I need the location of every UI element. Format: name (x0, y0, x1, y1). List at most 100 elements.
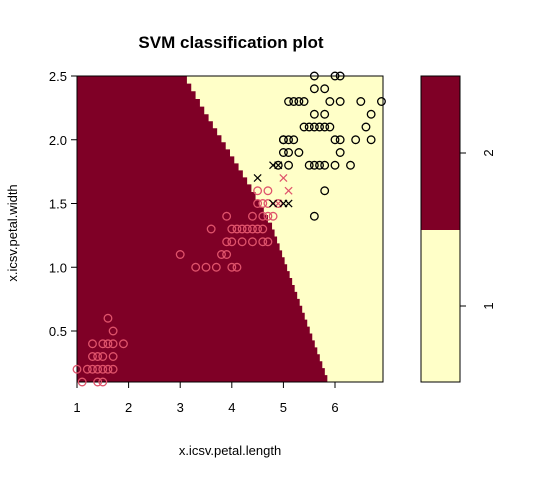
x-axis-label: x.icsv.petal.length (179, 443, 281, 458)
plot-layer (76, 75, 384, 383)
data-point-class-2 (273, 160, 283, 170)
data-point-class-1 (98, 364, 108, 374)
data-point-class-2 (335, 135, 345, 145)
data-point-class-1 (108, 326, 118, 336)
data-point-class-1 (253, 224, 263, 234)
y-tick-label: 1.5 (49, 197, 67, 212)
x-tick-label: 6 (331, 400, 338, 415)
x-axis-ticks: 1 2 3 4 5 6 (73, 381, 339, 415)
data-point-class-2 (278, 148, 288, 157)
data-point-class-1 (72, 364, 82, 374)
data-point-class-1-support-vector (279, 173, 288, 183)
data-point-class-2 (356, 97, 366, 106)
data-point-class-2 (278, 135, 288, 145)
points-layer (72, 71, 386, 387)
data-point-class-1 (93, 364, 103, 374)
x-tick-label: 2 (125, 400, 132, 415)
y-tick-label: 0.5 (49, 324, 67, 339)
data-point-class-2 (351, 135, 361, 145)
data-point-class-1 (88, 352, 97, 361)
data-point-class-1 (247, 224, 257, 234)
data-point-class-2 (309, 71, 319, 81)
data-point-class-1 (222, 237, 232, 247)
data-point-class-1 (103, 339, 113, 349)
data-point-class-1 (103, 313, 113, 323)
chart-title: SVM classification plot (138, 33, 323, 52)
data-point-class-2 (284, 160, 294, 170)
data-point-class-1 (247, 237, 257, 247)
data-point-class-2 (284, 97, 294, 106)
data-point-class-1 (242, 224, 252, 234)
data-point-class-1 (258, 211, 268, 221)
data-point-class-2 (315, 122, 324, 132)
data-point-class-2 (309, 160, 319, 170)
data-point-class-1 (237, 237, 247, 247)
data-point-class-2-support-vector (253, 173, 262, 183)
data-point-class-1 (263, 237, 273, 247)
data-point-class-1 (175, 250, 185, 259)
data-point-class-2 (377, 97, 386, 106)
data-point-class-1 (222, 250, 232, 259)
legend-swatch-2 (421, 76, 460, 230)
data-point-class-2 (325, 122, 335, 132)
data-point-class-1 (222, 211, 232, 221)
data-point-class-2 (309, 211, 319, 221)
data-point-class-2 (320, 186, 330, 196)
data-point-class-2 (366, 109, 376, 119)
data-point-class-2 (366, 135, 376, 145)
legend-frame (420, 75, 461, 383)
data-point-class-1 (108, 364, 118, 374)
data-point-class-2 (320, 160, 330, 170)
x-tick-label: 5 (280, 400, 287, 415)
data-point-class-1 (88, 339, 97, 349)
data-point-class-1 (237, 224, 247, 234)
data-point-class-1 (98, 352, 108, 361)
data-point-class-1 (258, 224, 268, 234)
data-point-class-2 (330, 135, 340, 145)
y-tick-label: 2.0 (49, 133, 67, 148)
data-point-class-1 (88, 364, 97, 374)
data-point-class-2 (330, 71, 340, 81)
data-point-class-1 (232, 224, 242, 234)
data-point-class-2-support-vector (269, 199, 278, 208)
data-point-class-2 (304, 122, 314, 132)
data-point-class-2 (294, 97, 304, 106)
data-point-class-2 (299, 122, 309, 132)
data-point-class-1 (108, 339, 118, 349)
data-point-class-2 (299, 97, 309, 106)
data-point-class-2 (346, 160, 355, 170)
data-point-class-2-support-vector (284, 199, 293, 208)
data-point-class-2 (335, 71, 345, 81)
y-axis-label: x.icsv.petal.width (5, 184, 20, 281)
data-point-class-1 (263, 199, 273, 208)
y-tick-label: 2.5 (49, 69, 67, 84)
data-point-class-2 (309, 109, 319, 119)
data-point-class-1-support-vector (284, 186, 293, 195)
data-point-class-2 (320, 84, 330, 94)
data-point-class-2 (335, 148, 345, 157)
data-point-class-1 (253, 186, 263, 196)
data-point-class-1 (191, 262, 201, 272)
data-point-class-1 (227, 224, 237, 234)
legend-tick-label: 1 (481, 302, 496, 309)
data-point-class-1 (108, 352, 118, 361)
data-point-class-1 (77, 377, 87, 387)
data-point-class-2 (309, 84, 319, 94)
legend-tick-label: 2 (481, 149, 496, 156)
data-point-class-2 (289, 135, 299, 145)
legend-swatch-1 (421, 230, 460, 382)
data-point-class-2 (320, 109, 330, 119)
data-point-class-2 (294, 148, 304, 157)
data-point-class-2 (325, 97, 335, 106)
data-point-class-1 (258, 237, 268, 247)
data-point-class-2 (304, 160, 314, 170)
x-tick-label: 4 (228, 400, 235, 415)
data-point-class-2 (361, 122, 371, 132)
data-point-class-1 (258, 199, 268, 208)
data-point-class-1 (98, 339, 108, 349)
data-point-class-1 (227, 237, 237, 247)
x-tick-label: 3 (177, 400, 184, 415)
data-point-class-2 (309, 122, 319, 132)
data-point-class-1 (201, 262, 211, 272)
data-point-class-1 (263, 211, 273, 221)
